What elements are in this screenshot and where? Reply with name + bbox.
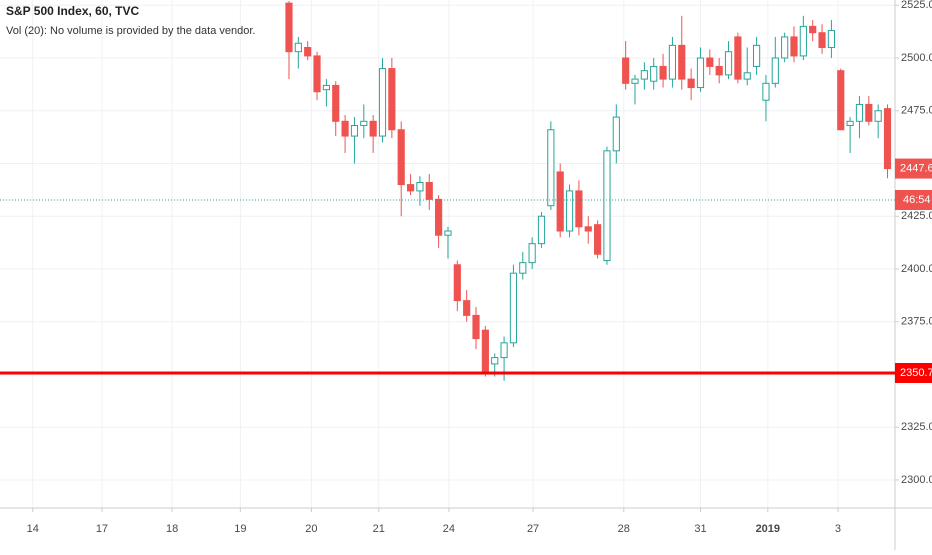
candle-body <box>285 2 293 53</box>
support-label-bg <box>895 362 932 383</box>
last-price-label: 2447.6 <box>900 162 932 174</box>
candle-body <box>332 84 340 122</box>
countdown-label-bg <box>895 189 932 210</box>
candle-body <box>781 36 789 59</box>
x-tick-label: 21 <box>373 523 385 535</box>
candle-body <box>855 103 864 122</box>
candle-body <box>388 68 396 131</box>
candle-body <box>472 314 480 340</box>
candle-body <box>519 262 527 274</box>
candle-body <box>818 32 826 48</box>
x-tick-label: 17 <box>96 523 108 535</box>
candle-body <box>509 272 518 344</box>
y-tick-label: 2425.0 <box>901 210 932 222</box>
candle-body <box>294 42 302 53</box>
candle-body <box>481 329 489 373</box>
candle-body <box>743 72 751 80</box>
candle-body <box>556 171 564 232</box>
candle-body <box>696 57 705 89</box>
x-tick-label: 18 <box>166 523 178 535</box>
x-tick-label: 19 <box>234 523 246 535</box>
candle-body <box>575 190 583 228</box>
candle-body <box>790 36 798 57</box>
candle-body <box>846 120 854 127</box>
candle-body <box>883 108 892 170</box>
candle-body <box>463 300 471 316</box>
last-price-bg <box>895 158 932 179</box>
x-tick-label: 2019 <box>756 523 780 535</box>
candle-body <box>341 120 349 137</box>
y-tick-label: 2500.0 <box>901 52 932 64</box>
candle-body <box>444 230 452 236</box>
candle-body <box>753 44 761 67</box>
candle-body <box>537 215 546 245</box>
y-tick-label: 2325.0 <box>901 421 932 433</box>
y-tick-label: 2375.0 <box>901 316 932 328</box>
candle-body <box>500 342 508 359</box>
candle-body <box>453 264 461 302</box>
x-tick-label: 3 <box>835 523 841 535</box>
candle-body <box>406 184 415 192</box>
y-tick-label: 2475.0 <box>901 105 932 117</box>
candle-body <box>799 25 807 57</box>
candle-body <box>397 129 405 186</box>
y-tick-label: 2400.0 <box>901 263 932 275</box>
candle-body <box>313 55 321 93</box>
candle-body <box>650 65 658 82</box>
candle-body <box>874 110 882 122</box>
candle-body <box>612 116 620 152</box>
candle-body <box>809 25 817 34</box>
x-tick-label: 20 <box>305 523 317 535</box>
candle-body <box>547 129 555 207</box>
candle-body <box>640 70 648 80</box>
support-label: 2350.7 <box>900 367 932 379</box>
candle-body <box>350 125 359 137</box>
x-tick-label: 31 <box>694 523 706 535</box>
candle-body <box>631 78 639 84</box>
candle-body <box>594 224 602 255</box>
chart-title: S&P 500 Index, 60, TVC <box>6 4 140 18</box>
candle-body <box>360 120 368 127</box>
candle-body <box>304 46 312 57</box>
candle-body <box>715 65 723 76</box>
candle-body <box>762 82 770 101</box>
candle-body <box>603 150 611 262</box>
candle-body <box>622 57 630 84</box>
candle-body <box>734 36 742 80</box>
x-tick-label: 27 <box>527 523 539 535</box>
x-tick-label: 24 <box>443 523 455 535</box>
candle-body <box>771 57 779 84</box>
candle-body <box>425 181 433 200</box>
candle-body <box>369 120 377 137</box>
candle-body <box>491 357 499 365</box>
chart-subtitle: Vol (20): No volume is provided by the d… <box>6 25 255 37</box>
candle-body <box>378 68 387 137</box>
candle-body <box>528 243 536 264</box>
candle-body <box>322 84 330 91</box>
candle-body <box>678 44 686 80</box>
candle-body <box>416 181 424 192</box>
candle-body <box>584 226 592 232</box>
y-tick-label: 2525.0 <box>901 0 932 11</box>
y-tick-label: 2300.0 <box>901 474 932 486</box>
x-tick-label: 14 <box>27 523 39 535</box>
countdown-label: 46:54 <box>903 194 931 206</box>
candle-body <box>435 198 443 236</box>
candle-body <box>687 78 695 89</box>
x-tick-label: 28 <box>618 523 630 535</box>
candle-body <box>827 30 835 48</box>
candle-body <box>724 51 733 76</box>
candle-body <box>865 103 873 122</box>
candle-body <box>706 57 714 67</box>
candle-body <box>659 65 667 80</box>
candle-body <box>565 190 574 232</box>
candle-body <box>668 44 677 80</box>
candle-body <box>837 70 845 131</box>
